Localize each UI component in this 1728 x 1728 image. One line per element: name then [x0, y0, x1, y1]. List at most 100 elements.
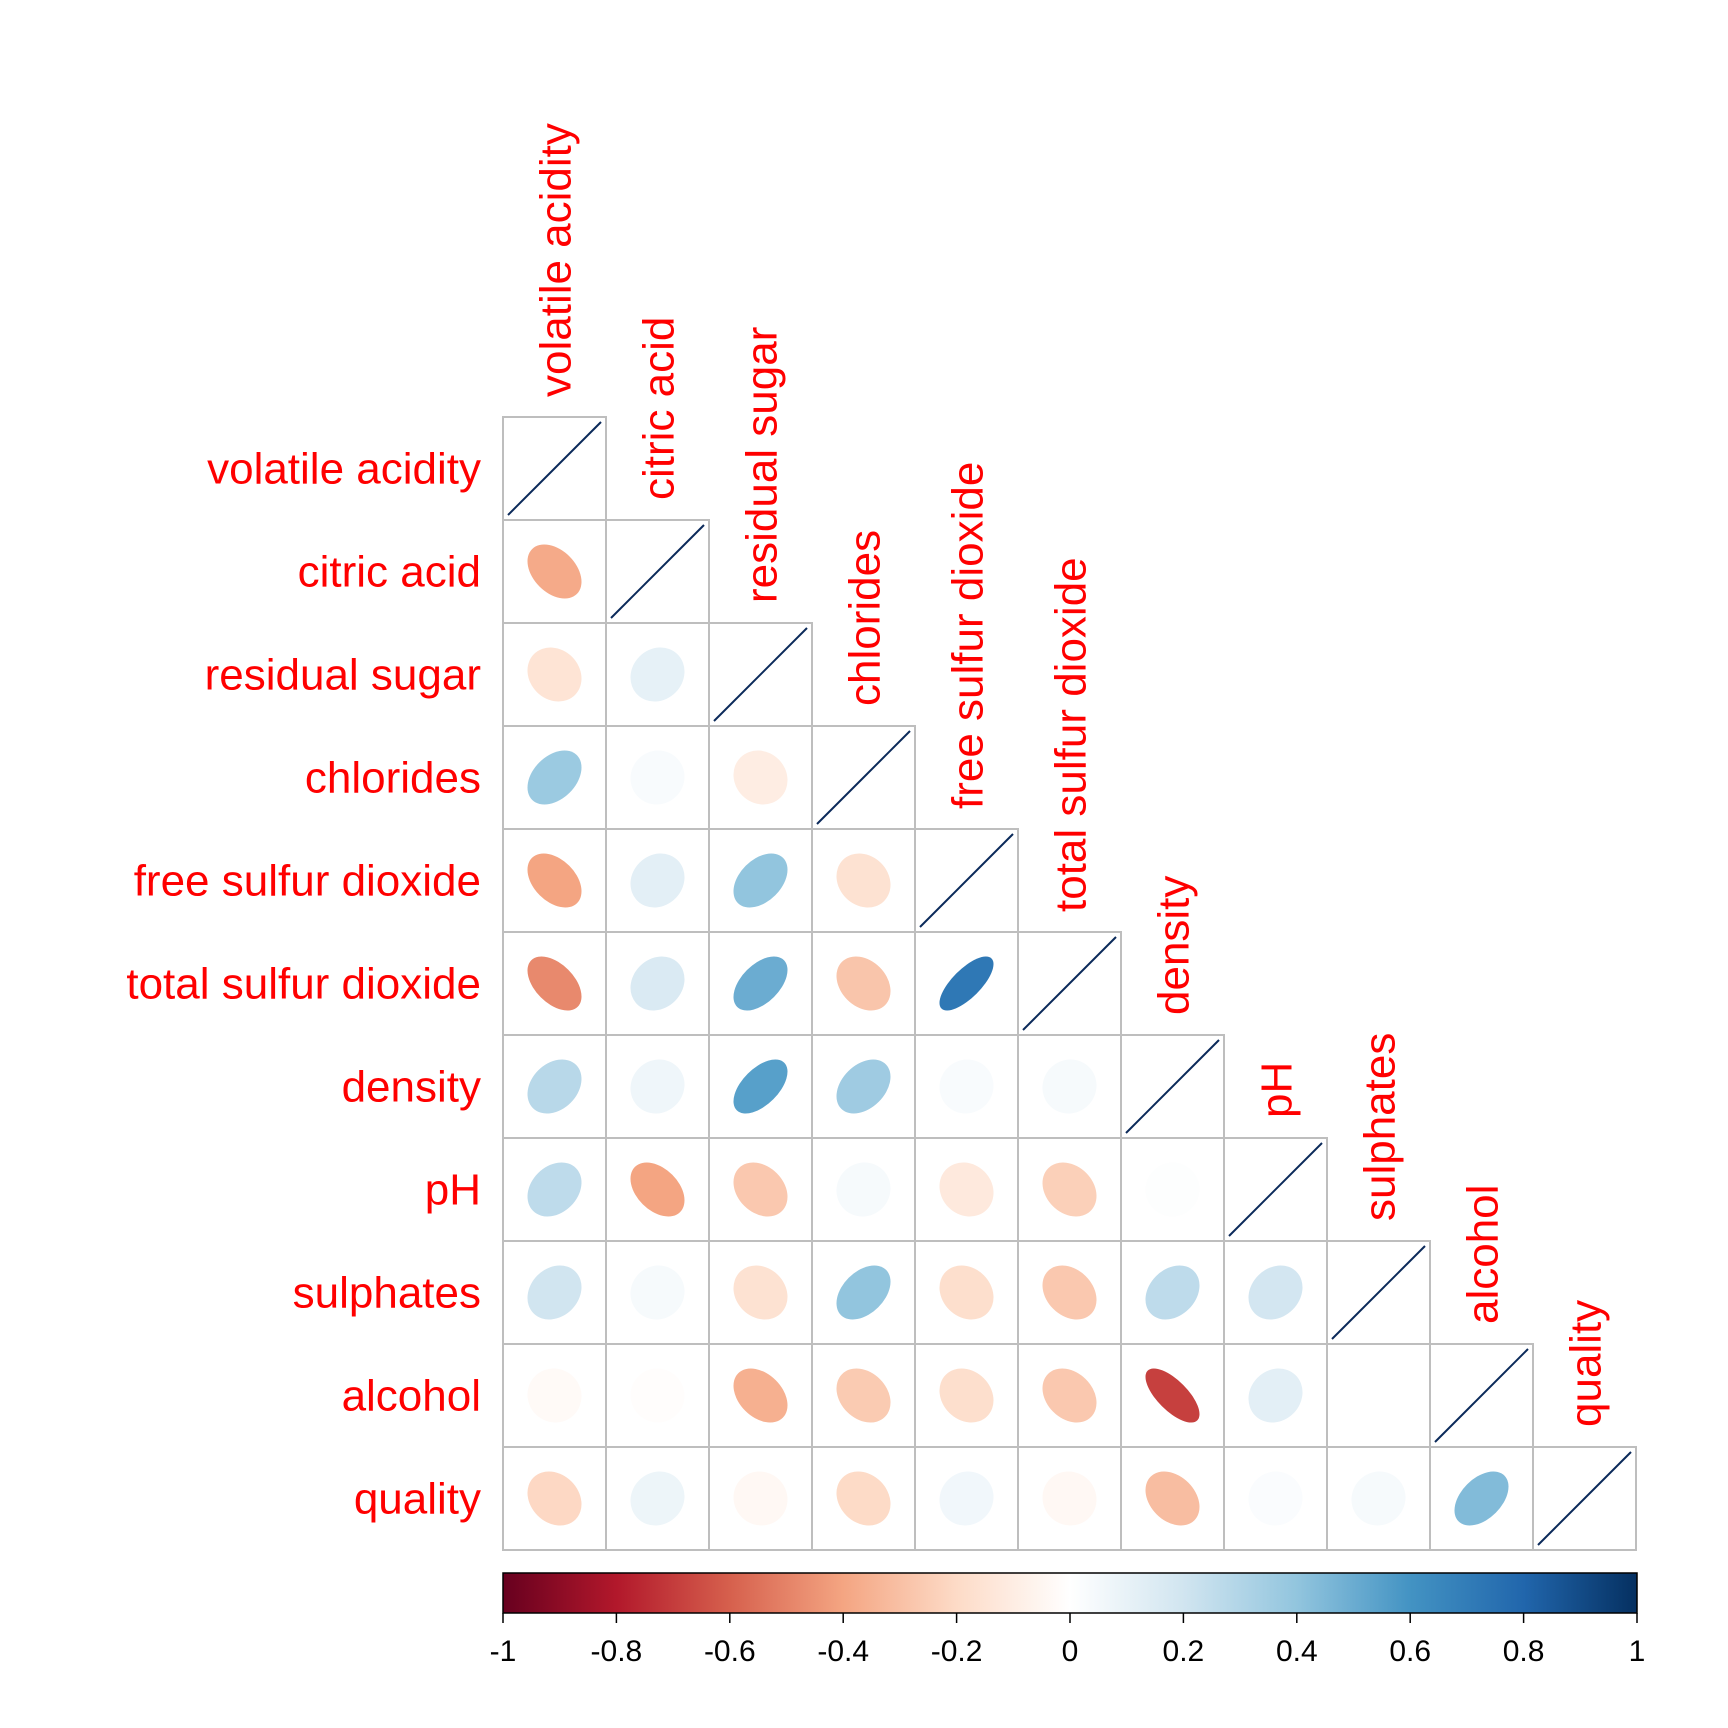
- correlation-ellipse: [1454, 1471, 1509, 1526]
- correlation-ellipse: [939, 956, 994, 1011]
- diagonal-mark: [919, 833, 1014, 928]
- cell-quality-citric-acid: [605, 1446, 710, 1551]
- cell-ph-ph: [1223, 1137, 1328, 1242]
- correlation-ellipse: [733, 853, 788, 908]
- cell-chlorides-residual-sugar: [708, 725, 813, 830]
- correlation-ellipse: [527, 750, 582, 805]
- cell-citric-acid-volatile-acidity: [502, 519, 607, 624]
- column-label-quality: quality: [1562, 1300, 1611, 1427]
- correlation-ellipse: [1248, 1265, 1303, 1320]
- column-label-total-sulfur-dioxide: total sulfur dioxide: [1047, 557, 1096, 912]
- cell-ph-free-sulfur-dioxide: [914, 1137, 1019, 1242]
- tick-label: -0.6: [704, 1635, 756, 1668]
- color-legend-bar: [502, 1572, 1638, 1614]
- correlation-ellipse: [1042, 1471, 1097, 1526]
- cell-density-chlorides: [811, 1034, 916, 1139]
- cell-total-sulfur-dioxide-residual-sugar: [708, 931, 813, 1036]
- cell-total-sulfur-dioxide-chlorides: [811, 931, 916, 1036]
- cell-ph-chlorides: [811, 1137, 916, 1242]
- cell-chlorides-chlorides: [811, 725, 916, 830]
- cell-free-sulfur-dioxide-chlorides: [811, 828, 916, 933]
- cell-chlorides-volatile-acidity: [502, 725, 607, 830]
- correlation-ellipse: [630, 853, 685, 908]
- row-label-volatile-acidity: volatile acidity: [207, 445, 481, 494]
- diagonal-mark: [816, 730, 911, 825]
- correlation-ellipse: [630, 647, 685, 702]
- cell-alcohol-volatile-acidity: [502, 1343, 607, 1448]
- cell-sulphates-sulphates: [1326, 1240, 1431, 1345]
- correlation-ellipse: [939, 1471, 994, 1526]
- row-label-quality: quality: [354, 1475, 481, 1524]
- tick-label: -0.2: [931, 1635, 983, 1668]
- cell-density-free-sulfur-dioxide: [914, 1034, 1019, 1139]
- column-label-chlorides: chlorides: [841, 530, 890, 706]
- diagonal-mark: [1331, 1245, 1426, 1340]
- row-label-ph: pH: [425, 1166, 481, 1215]
- cell-alcohol-residual-sugar: [708, 1343, 813, 1448]
- cell-quality-total-sulfur-dioxide: [1017, 1446, 1122, 1551]
- cell-alcohol-density: [1120, 1343, 1225, 1448]
- cell-sulphates-residual-sugar: [708, 1240, 813, 1345]
- correlation-ellipse: [733, 956, 788, 1011]
- diagonal-mark: [1434, 1348, 1529, 1443]
- cell-sulphates-citric-acid: [605, 1240, 710, 1345]
- cell-alcohol-alcohol: [1429, 1343, 1534, 1448]
- cell-ph-citric-acid: [605, 1137, 710, 1242]
- correlation-ellipse: [1145, 1265, 1200, 1320]
- matrix-cells: [502, 416, 1637, 1551]
- row-label-citric-acid: citric acid: [298, 548, 481, 597]
- cell-volatile-acidity-volatile-acidity: [502, 416, 607, 521]
- row-label-residual-sugar: residual sugar: [205, 651, 481, 700]
- correlation-ellipse: [836, 1059, 891, 1114]
- correlation-ellipse: [527, 853, 582, 908]
- correlation-ellipse: [630, 1368, 685, 1423]
- correlation-ellipse: [527, 1162, 582, 1217]
- column-label-citric-acid: citric acid: [635, 317, 684, 500]
- tick-label: 0.2: [1163, 1635, 1205, 1668]
- correlation-ellipse: [630, 1059, 685, 1114]
- cell-alcohol-ph: [1223, 1343, 1328, 1448]
- correlation-ellipse: [527, 1059, 582, 1114]
- column-label-residual-sugar: residual sugar: [738, 327, 787, 603]
- correlation-ellipse: [733, 1059, 788, 1114]
- row-label-density: density: [342, 1063, 481, 1112]
- cell-free-sulfur-dioxide-free-sulfur-dioxide: [914, 828, 1019, 933]
- cell-citric-acid-citric-acid: [605, 519, 710, 624]
- cell-density-residual-sugar: [708, 1034, 813, 1139]
- correlation-ellipse: [630, 956, 685, 1011]
- tick-label: 0.4: [1276, 1635, 1318, 1668]
- row-label-alcohol: alcohol: [342, 1372, 481, 1421]
- correlation-ellipse: [836, 1368, 891, 1423]
- diagonal-mark: [1537, 1451, 1632, 1546]
- row-label-free-sulfur-dioxide: free sulfur dioxide: [134, 857, 481, 906]
- correlation-ellipse: [527, 1368, 582, 1423]
- tick-label: -0.4: [817, 1635, 869, 1668]
- cell-quality-ph: [1223, 1446, 1328, 1551]
- tick-label: -0.8: [591, 1635, 643, 1668]
- cell-density-density: [1120, 1034, 1225, 1139]
- cell-quality-sulphates: [1326, 1446, 1431, 1551]
- tick-label: -1: [490, 1635, 517, 1668]
- cell-quality-alcohol: [1429, 1446, 1534, 1551]
- correlation-ellipse: [1145, 1368, 1200, 1423]
- correlation-ellipse: [527, 1471, 582, 1526]
- correlation-ellipse: [630, 1265, 685, 1320]
- cell-ph-volatile-acidity: [502, 1137, 607, 1242]
- correlation-ellipse: [939, 1265, 994, 1320]
- diagonal-mark: [1228, 1142, 1323, 1237]
- diagonal-mark: [507, 421, 602, 516]
- correlation-ellipse: [1351, 1471, 1406, 1526]
- cell-density-total-sulfur-dioxide: [1017, 1034, 1122, 1139]
- tick-label: 0.8: [1503, 1635, 1545, 1668]
- correlation-ellipse: [836, 853, 891, 908]
- cell-alcohol-chlorides: [811, 1343, 916, 1448]
- cell-quality-density: [1120, 1446, 1225, 1551]
- cell-alcohol-citric-acid: [605, 1343, 710, 1448]
- cell-total-sulfur-dioxide-citric-acid: [605, 931, 710, 1036]
- cell-sulphates-total-sulfur-dioxide: [1017, 1240, 1122, 1345]
- cell-quality-chlorides: [811, 1446, 916, 1551]
- color-legend-ticks: -1 -0.8 -0.6 -0.4 -0.2 0 0.2 0.4 0.6 0.8 1: [490, 1613, 1645, 1668]
- correlation-ellipse: [733, 1162, 788, 1217]
- correlation-ellipse: [630, 1162, 685, 1217]
- row-labels: volatile acidity citric acid residual suga…: [126, 445, 481, 1524]
